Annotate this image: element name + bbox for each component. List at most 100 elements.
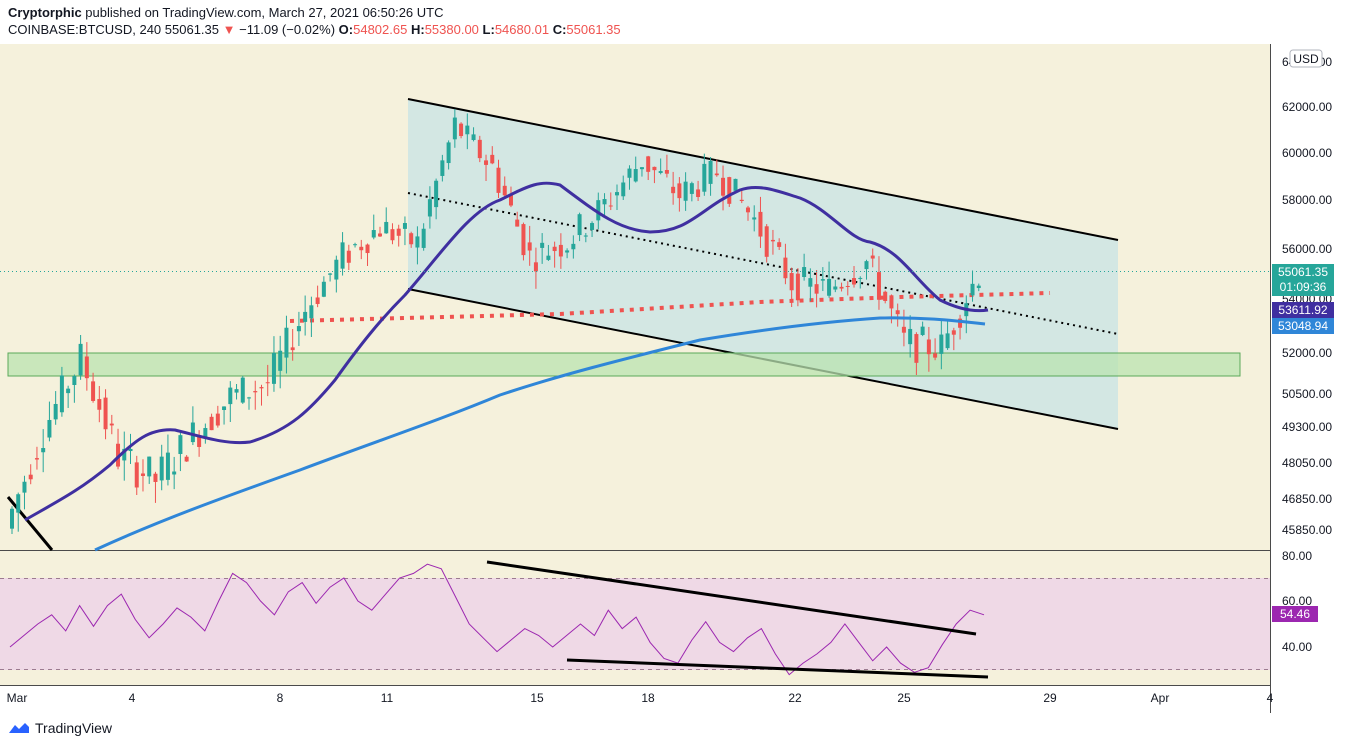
candle-body[interactable] (689, 183, 694, 194)
candle-body[interactable] (845, 285, 850, 287)
candle-body[interactable] (178, 435, 183, 455)
candle-body[interactable] (234, 389, 239, 393)
rsi-line[interactable] (9, 563, 985, 676)
candle-body[interactable] (939, 334, 944, 354)
candle-body[interactable] (958, 318, 963, 328)
candle-body[interactable] (864, 261, 869, 270)
trendline-left[interactable] (6, 496, 54, 551)
candle-body[interactable] (365, 244, 370, 254)
candle-body[interactable] (427, 199, 432, 217)
candle-body[interactable] (658, 171, 663, 173)
candle-body[interactable] (602, 199, 607, 205)
candle-body[interactable] (646, 156, 651, 172)
candle-body[interactable] (240, 377, 245, 403)
candle-body[interactable] (471, 134, 476, 141)
candle-body[interactable] (452, 117, 457, 140)
candle-body[interactable] (664, 170, 669, 174)
candle-body[interactable] (783, 257, 788, 279)
candle-body[interactable] (540, 242, 545, 248)
candle-body[interactable] (222, 406, 227, 411)
candle-body[interactable] (209, 416, 214, 431)
candle-body[interactable] (172, 471, 177, 475)
rsi-trendline-lower[interactable] (566, 658, 989, 679)
candle-body[interactable] (247, 397, 252, 399)
currency-button[interactable] (1289, 49, 1323, 68)
author-name[interactable]: Cryptorphic (8, 5, 82, 20)
candle-body[interactable] (159, 456, 164, 481)
ema-long-line[interactable] (94, 316, 986, 552)
candle-body[interactable] (733, 178, 738, 191)
candle-body[interactable] (477, 139, 482, 159)
candle-body[interactable] (502, 185, 507, 196)
candle-body[interactable] (633, 169, 638, 182)
candle-body[interactable] (402, 223, 407, 229)
candle-body[interactable] (490, 154, 495, 164)
candle-body[interactable] (147, 456, 152, 477)
candle-body[interactable] (459, 123, 464, 137)
candle-body[interactable] (377, 233, 382, 237)
candle-body[interactable] (677, 183, 682, 199)
ema-short-line[interactable] (24, 181, 989, 522)
candle-body[interactable] (945, 333, 950, 349)
candle-body[interactable] (577, 214, 582, 236)
candle-body[interactable] (371, 230, 376, 238)
candle-body[interactable] (558, 244, 563, 257)
candle-body[interactable] (446, 142, 451, 164)
candle-body[interactable] (203, 428, 208, 438)
tradingview-logo[interactable]: TradingView (8, 720, 112, 736)
support-zone[interactable] (7, 352, 1241, 377)
candle-body[interactable] (215, 413, 220, 426)
candle-body[interactable] (409, 233, 414, 245)
channel-upper-line[interactable] (407, 98, 1119, 241)
candle-body[interactable] (16, 494, 21, 513)
candle-body[interactable] (134, 462, 139, 488)
candle-body[interactable] (696, 189, 701, 198)
candle-body[interactable] (883, 291, 888, 301)
candle-body[interactable] (521, 224, 526, 256)
channel-midline[interactable] (407, 192, 1119, 335)
candle-body[interactable] (53, 403, 58, 420)
candle-body[interactable] (228, 387, 233, 405)
candle-body[interactable] (59, 375, 64, 413)
candle-body[interactable] (933, 353, 938, 358)
candle-body[interactable] (970, 283, 975, 296)
candle-body[interactable] (876, 272, 881, 300)
candle-body[interactable] (820, 279, 825, 281)
candle-body[interactable] (384, 221, 389, 234)
candle-body[interactable] (745, 207, 750, 213)
candle-body[interactable] (752, 217, 757, 220)
candle-body[interactable] (802, 267, 807, 277)
candle-body[interactable] (914, 334, 919, 363)
candle-body[interactable] (346, 250, 351, 263)
candle-body[interactable] (434, 180, 439, 208)
candle-body[interactable] (714, 173, 719, 176)
candle-body[interactable] (309, 305, 314, 319)
candle-body[interactable] (565, 250, 570, 253)
candle-body[interactable] (290, 347, 295, 351)
candle-body[interactable] (197, 435, 202, 447)
candle-body[interactable] (858, 277, 863, 279)
candle-body[interactable] (109, 423, 114, 426)
candle-body[interactable] (91, 381, 96, 401)
candle-body[interactable] (770, 239, 775, 242)
candle-body[interactable] (271, 352, 276, 384)
candle-body[interactable] (66, 388, 71, 394)
candle-body[interactable] (814, 284, 819, 294)
candle-body[interactable] (583, 235, 588, 237)
candle-body[interactable] (97, 399, 102, 410)
candle-body[interactable] (777, 242, 782, 247)
candle-body[interactable] (764, 226, 769, 257)
time-axis[interactable] (0, 686, 1270, 713)
candle-body[interactable] (721, 177, 726, 196)
candle-body[interactable] (328, 273, 333, 275)
candle-body[interactable] (10, 508, 14, 529)
candle-body[interactable] (527, 242, 532, 251)
candle-body[interactable] (484, 160, 489, 165)
candle-body[interactable] (702, 163, 707, 192)
candle-body[interactable] (41, 448, 46, 453)
candle-body[interactable] (22, 481, 27, 493)
candle-body[interactable] (571, 243, 576, 250)
candle-body[interactable] (496, 167, 501, 193)
candle-body[interactable] (608, 205, 613, 207)
